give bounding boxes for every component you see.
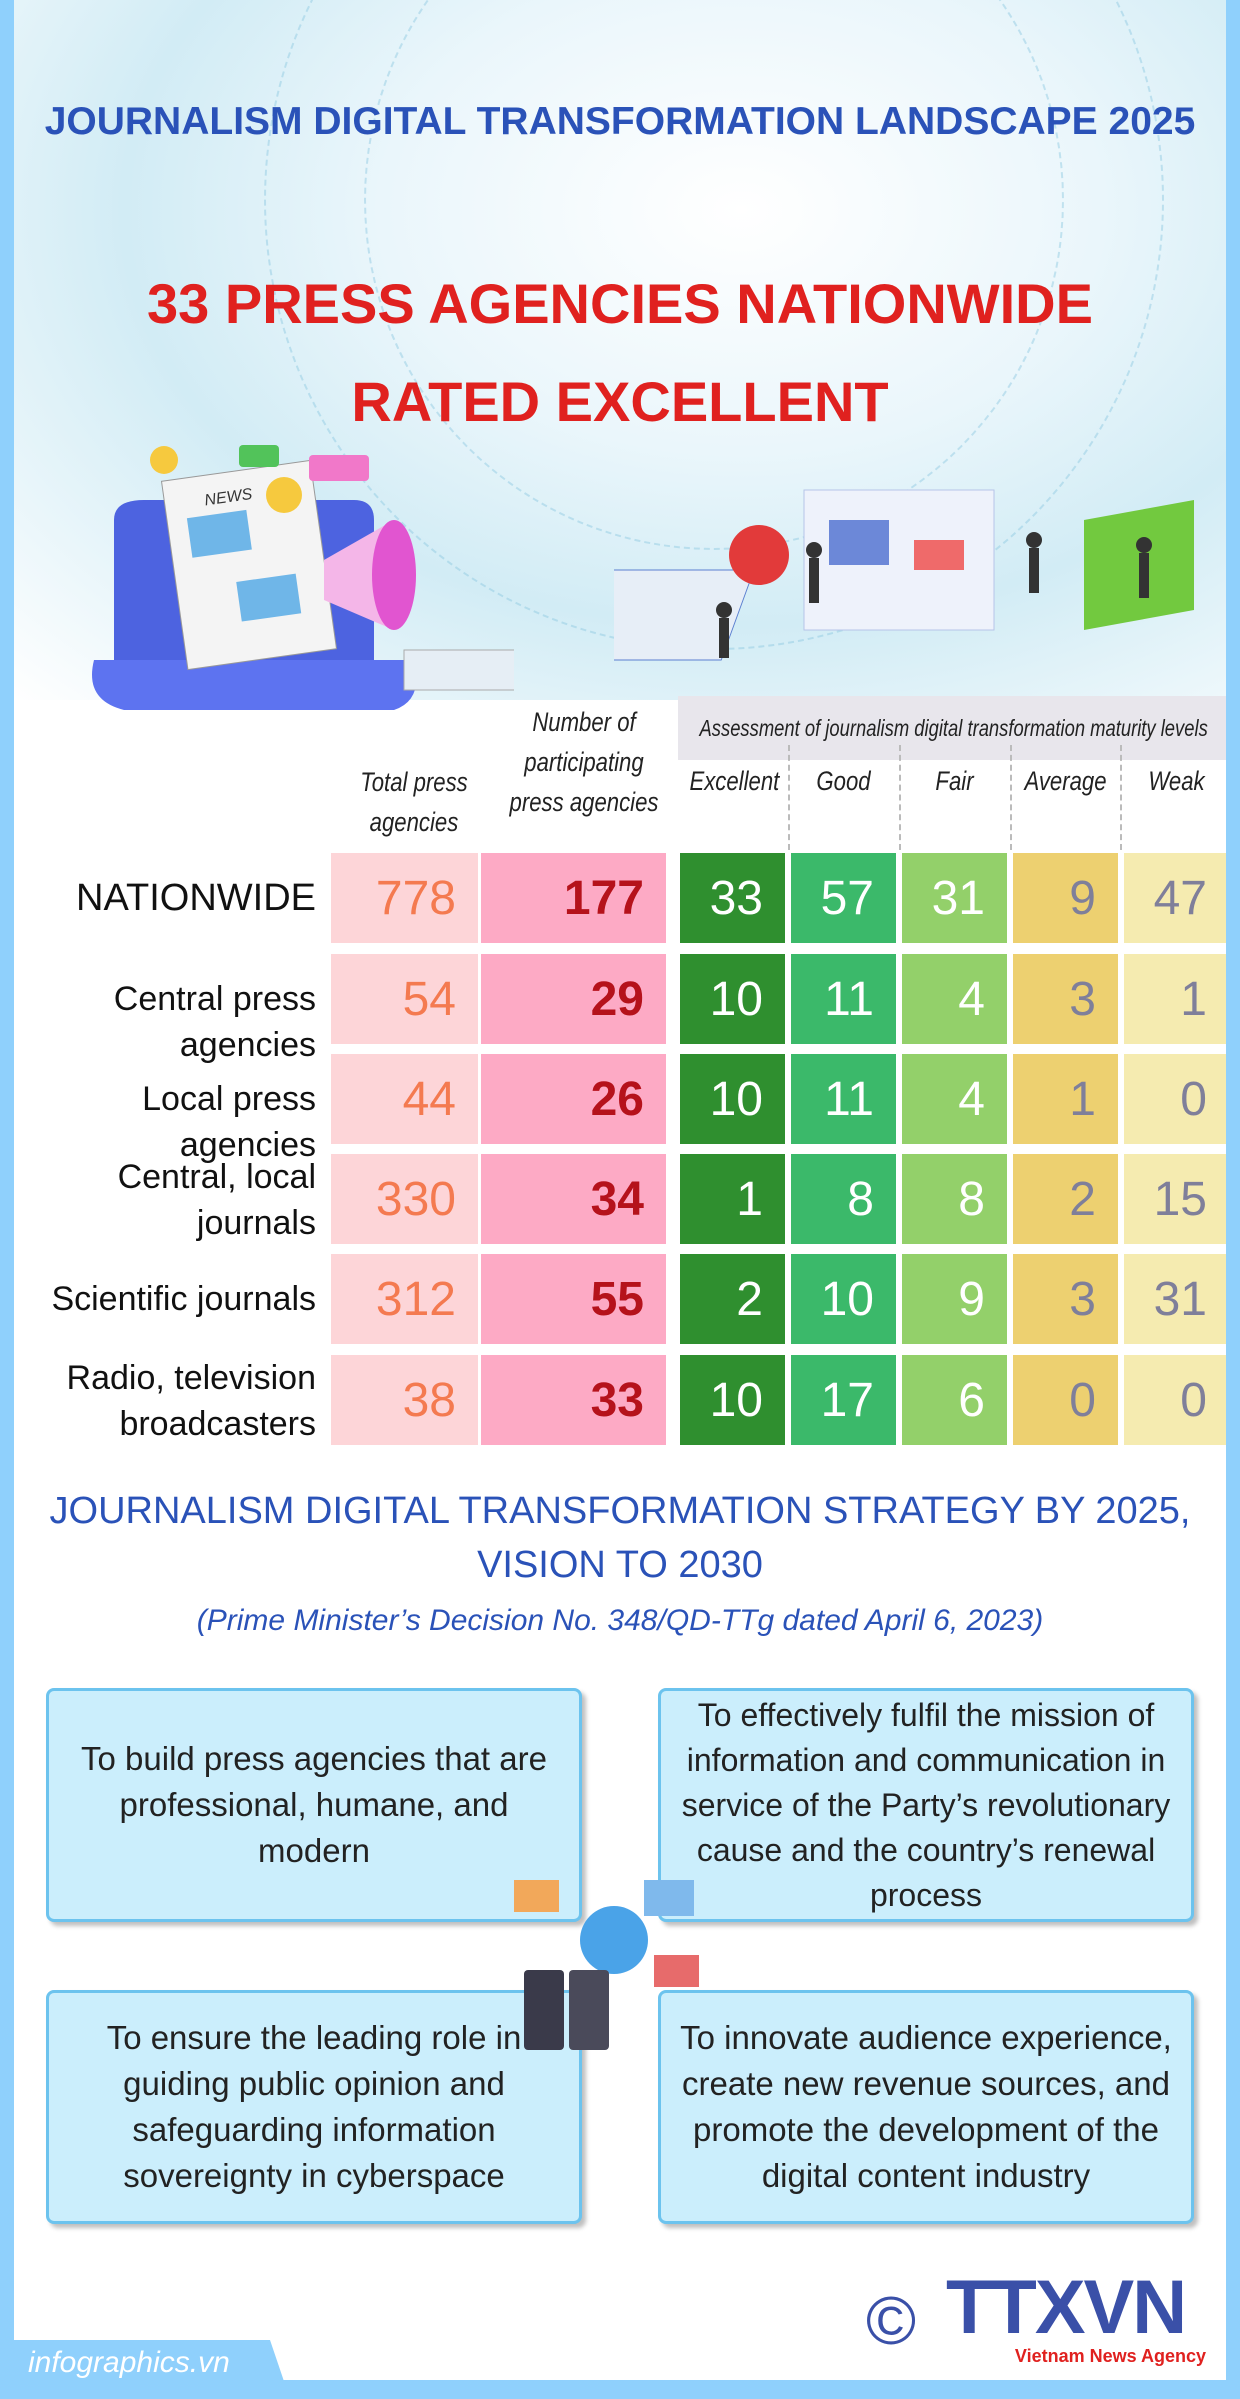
supertitle: JOURNALISM DIGITAL TRANSFORMATION LANDSC… xyxy=(44,100,1196,143)
cell-average: 3 xyxy=(1013,954,1118,1044)
row-label: Local press agencies xyxy=(142,1080,316,1164)
cell-fair: 8 xyxy=(902,1154,1007,1244)
svg-text:NEWS: NEWS xyxy=(203,486,253,510)
cell-weak: 0 xyxy=(1124,1054,1226,1144)
newspaper-laptop-illustration: NEWS xyxy=(92,445,514,710)
cell-total: 330 xyxy=(331,1154,478,1244)
goal-box-3: To ensure the leading role in guiding pu… xyxy=(46,1990,582,2224)
cell-participating: 29 xyxy=(481,954,666,1044)
level-header-fair: Fair xyxy=(935,766,974,796)
row-label: Radio, television broadcasters xyxy=(66,1359,316,1443)
copyright-symbol: © xyxy=(866,2283,917,2359)
cell-fair: 4 xyxy=(902,954,1007,1044)
col-header-participating: Number of participating press agencies xyxy=(509,707,659,817)
cell-average: 3 xyxy=(1013,1254,1118,1344)
cell-good: 8 xyxy=(791,1154,896,1244)
row-label: NATIONWIDE xyxy=(76,877,316,919)
media-team-illustration xyxy=(614,489,1194,661)
cell-weak: 15 xyxy=(1124,1154,1226,1244)
cell-weak: 0 xyxy=(1124,1355,1226,1445)
cell-good: 11 xyxy=(791,1054,896,1144)
infographic: JOURNALISM DIGITAL TRANSFORMATION LANDSC… xyxy=(14,0,1226,2380)
goal-box-1: To build press agencies that are profess… xyxy=(46,1688,582,1922)
assessment-header: Assessment of journalism digital transfo… xyxy=(678,696,1226,760)
cell-average: 1 xyxy=(1013,1054,1118,1144)
cell-weak: 47 xyxy=(1124,853,1226,943)
cell-total: 44 xyxy=(331,1054,478,1144)
goal-box-2: To effectively fulfil the mission of inf… xyxy=(658,1688,1194,1922)
cell-excellent: 10 xyxy=(680,954,785,1044)
cell-average: 9 xyxy=(1013,853,1118,943)
cell-excellent: 1 xyxy=(680,1154,785,1244)
main-title: 33 PRESS AGENCIES NATIONWIDE RATED EXCELL… xyxy=(147,272,1093,433)
cell-participating: 34 xyxy=(481,1154,666,1244)
strategy-title: JOURNALISM DIGITAL TRANSFORMATION STRATE… xyxy=(49,1490,1191,1586)
cell-excellent: 10 xyxy=(680,1355,785,1445)
cell-fair: 4 xyxy=(902,1054,1007,1144)
cell-fair: 6 xyxy=(902,1355,1007,1445)
ttxvn-logo: TTXVN Vietnam News Agency xyxy=(946,2265,1206,2367)
cell-participating: 33 xyxy=(481,1355,666,1445)
cell-participating: 55 xyxy=(481,1254,666,1344)
cell-weak: 1 xyxy=(1124,954,1226,1044)
footer-site-label: infographics.vn xyxy=(14,2340,290,2380)
cell-weak: 31 xyxy=(1124,1254,1226,1344)
goal-box-4: To innovate audience experience, create … xyxy=(658,1990,1194,2224)
cell-average: 2 xyxy=(1013,1154,1118,1244)
cell-total: 38 xyxy=(331,1355,478,1445)
digital-network-icon xyxy=(514,1880,699,2050)
cell-excellent: 2 xyxy=(680,1254,785,1344)
strategy-subtitle: (Prime Minister’s Decision No. 348/QD-TT… xyxy=(196,1604,1044,1637)
level-header-average: Average xyxy=(1024,766,1107,796)
row-label: Scientific journals xyxy=(51,1280,316,1318)
cell-fair: 31 xyxy=(902,853,1007,943)
cell-excellent: 33 xyxy=(680,853,785,943)
level-header-excellent: Excellent xyxy=(689,766,780,796)
level-header-weak: Weak xyxy=(1148,766,1205,796)
cell-participating: 26 xyxy=(481,1054,666,1144)
cell-fair: 9 xyxy=(902,1254,1007,1344)
cell-good: 10 xyxy=(791,1254,896,1344)
row-label: Central, local journals xyxy=(117,1158,316,1242)
cell-excellent: 10 xyxy=(680,1054,785,1144)
cell-total: 54 xyxy=(331,954,478,1044)
cell-average: 0 xyxy=(1013,1355,1118,1445)
cell-good: 11 xyxy=(791,954,896,1044)
col-header-total: Total press agencies xyxy=(360,767,468,837)
cell-total: 312 xyxy=(331,1254,478,1344)
cell-participating: 177 xyxy=(481,853,666,943)
row-label: Central press agencies xyxy=(113,980,316,1064)
cell-good: 17 xyxy=(791,1355,896,1445)
level-header-good: Good xyxy=(816,766,871,796)
cell-total: 778 xyxy=(331,853,478,943)
cell-good: 57 xyxy=(791,853,896,943)
